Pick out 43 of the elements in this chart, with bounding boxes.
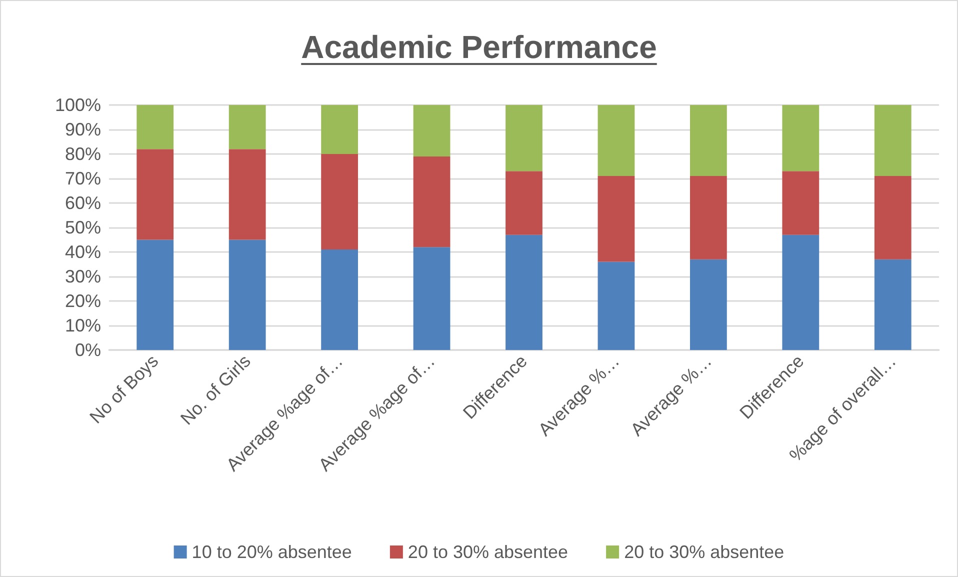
bar xyxy=(136,240,174,350)
y-tick-label: 50% xyxy=(64,218,101,238)
y-tick-label: 20% xyxy=(64,291,101,311)
y-tick-label: 70% xyxy=(64,168,101,188)
bar xyxy=(413,156,450,248)
y-tick-label: 0% xyxy=(74,340,101,360)
legend-label: 20 to 30% absentee xyxy=(408,542,568,562)
y-tick-label: 60% xyxy=(64,193,101,213)
bar xyxy=(874,176,912,260)
bar xyxy=(690,176,727,260)
bar xyxy=(690,259,727,350)
bar xyxy=(136,105,174,150)
y-tick-label: 30% xyxy=(64,266,101,286)
bar xyxy=(598,262,635,350)
bar xyxy=(228,105,266,150)
y-tick-label: 10% xyxy=(64,316,101,336)
bar xyxy=(782,234,820,350)
bar xyxy=(321,154,358,250)
bar xyxy=(874,105,912,176)
bar xyxy=(782,171,820,235)
x-tick-label: No. of Girls xyxy=(176,350,254,429)
bar xyxy=(506,234,542,350)
y-tick-label: 100% xyxy=(54,95,101,115)
bar xyxy=(228,240,266,350)
bar xyxy=(228,149,266,240)
bar xyxy=(136,149,174,240)
bar xyxy=(690,105,727,176)
legend-label: 20 to 30% absentee xyxy=(624,542,784,562)
legend-label: 10 to 20% absentee xyxy=(192,542,352,562)
bar xyxy=(413,105,450,156)
y-tick-label: 80% xyxy=(64,144,101,164)
bar xyxy=(321,105,358,154)
y-tick-label: 40% xyxy=(64,242,101,262)
bar xyxy=(413,247,450,350)
bar xyxy=(874,259,912,350)
bar xyxy=(506,105,542,172)
bar xyxy=(598,105,635,176)
y-tick-label: 90% xyxy=(64,120,101,140)
bar xyxy=(782,105,820,172)
bar xyxy=(506,171,542,235)
bar xyxy=(598,176,635,262)
bar xyxy=(321,250,358,350)
chart-title: Academic Performance xyxy=(301,29,657,65)
